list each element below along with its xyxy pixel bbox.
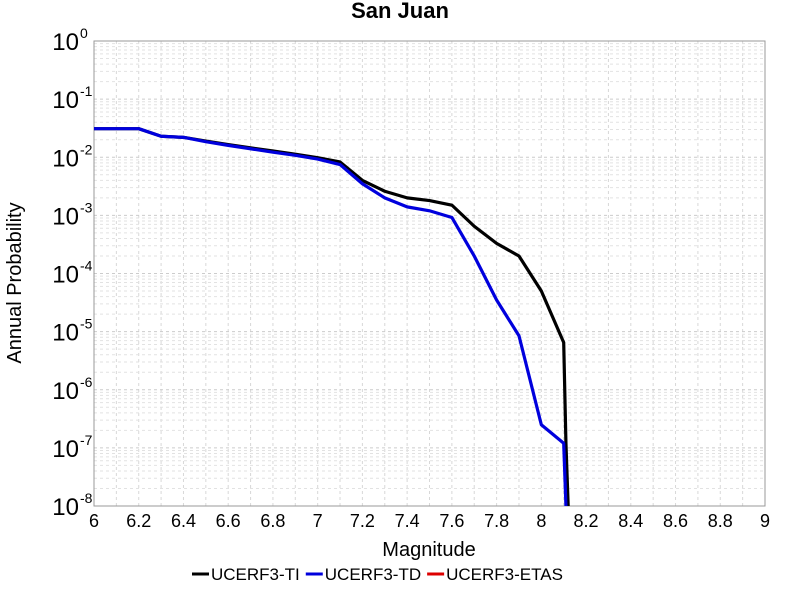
y-tick-label: 10 (52, 262, 79, 289)
x-tick-label: 8.2 (574, 511, 599, 531)
x-tick-label: 6.6 (216, 511, 241, 531)
x-tick-label: 7.8 (484, 511, 509, 531)
x-tick-label: 8.4 (618, 511, 643, 531)
x-axis-label: Magnitude (382, 539, 475, 561)
y-tick-label: 10 (52, 494, 79, 521)
legend-label: UCERF3-TD (325, 565, 421, 584)
x-tick-labels: 6 6.2 6.4 6.6 6.8 7 7.2 7.4 7.6 7.8 8 8.2 8.4 8.6 8.8 9 (89, 511, 770, 531)
y-tick-exponent: 0 (80, 25, 88, 41)
y-tick-exponent: -1 (80, 83, 93, 99)
y-tick-exponent: -4 (80, 258, 93, 274)
x-tick-label: 8.8 (708, 511, 733, 531)
y-tick-label: 10 (52, 320, 79, 347)
grid-lines (93, 41, 766, 507)
series-layer (94, 127, 570, 506)
y-tick-label: 10 (52, 145, 79, 172)
y-axis-label: Annual Probability (4, 202, 26, 363)
series-line-ucerf3-td (94, 127, 568, 506)
y-tick-label: 10 (52, 87, 79, 114)
legend-label: UCERF3-ETAS (446, 565, 563, 584)
y-tick-exponent: -3 (80, 199, 93, 215)
legend-label: UCERF3-TI (211, 565, 300, 584)
x-tick-label: 6.4 (171, 511, 196, 531)
x-tick-label: 7.2 (350, 511, 375, 531)
y-tick-label: 10 (52, 378, 79, 405)
legend: UCERF3-TI UCERF3-TD UCERF3-ETAS (192, 565, 563, 584)
y-tick-exponent: -5 (80, 316, 93, 332)
x-tick-label: 8.6 (663, 511, 688, 531)
x-tick-label: 7 (313, 511, 323, 531)
x-tick-label: 7.6 (439, 511, 464, 531)
x-tick-label: 8 (536, 511, 546, 531)
x-tick-label: 6.2 (126, 511, 151, 531)
y-tick-exponent: -8 (80, 490, 93, 506)
y-tick-label: 10 (52, 29, 79, 56)
x-tick-label: 6 (89, 511, 99, 531)
x-tick-label: 7.4 (395, 511, 420, 531)
y-tick-exponent: -2 (80, 141, 93, 157)
y-tick-label: 10 (52, 436, 79, 463)
x-tick-label: 9 (760, 511, 770, 531)
x-tick-label: 6.8 (260, 511, 285, 531)
y-tick-label: 10 (52, 203, 79, 230)
plot-area-border (93, 40, 766, 507)
y-tick-exponent: -6 (80, 374, 93, 390)
chart-title: San Juan (351, 0, 449, 23)
y-tick-exponent: -7 (80, 432, 93, 448)
